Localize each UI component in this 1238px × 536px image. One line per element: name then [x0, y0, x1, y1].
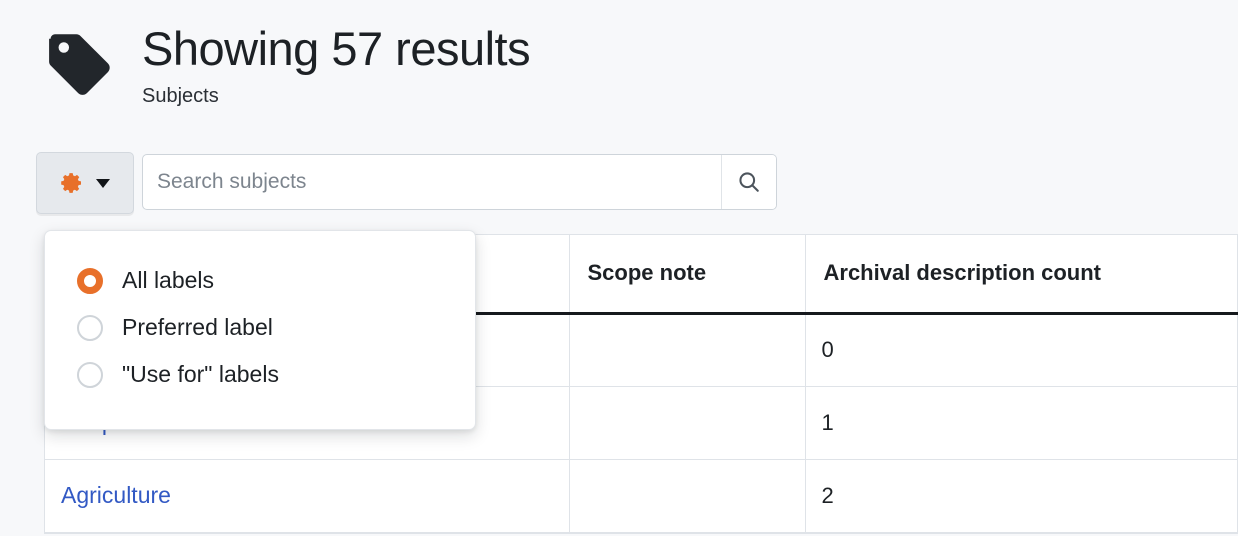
column-header-scope-note[interactable]: Scope note: [569, 235, 806, 315]
cell-archival-description-count: 0: [805, 313, 1238, 387]
search-bar: [36, 152, 777, 214]
dropdown-option-all-labels[interactable]: All labels: [45, 257, 475, 304]
table-header-row: Scope note Archival description count: [45, 235, 1238, 315]
dropdown-option-label: "Use for" labels: [122, 361, 279, 387]
search-options-button[interactable]: [36, 152, 134, 214]
dropdown-option-preferred-label[interactable]: Preferred label: [45, 304, 475, 351]
column-header-archival-description-count[interactable]: Archival description count: [805, 235, 1238, 315]
dropdown-option-label: Preferred label: [122, 314, 273, 340]
cell-scope-note: [569, 386, 806, 460]
search-icon: [739, 172, 759, 192]
cell-scope-note: [569, 459, 806, 533]
dropdown-option-use-for-labels[interactable]: "Use for" labels: [45, 351, 475, 398]
page-subtitle: Subjects: [142, 85, 219, 108]
cell-archival-description-count: 2: [805, 459, 1238, 533]
cell-archival-description-count: 1: [805, 386, 1238, 460]
chevron-down-icon: [96, 178, 110, 188]
page-header: Showing 57 results Subjects: [44, 22, 531, 108]
search-submit-button[interactable]: [721, 155, 776, 209]
table-row: Agriculture 2: [45, 459, 1238, 533]
label-filter-dropdown: All labels Preferred label "Use for" lab…: [44, 230, 476, 430]
cell-scope-note: [569, 313, 806, 387]
dropdown-option-label: All labels: [122, 267, 215, 293]
search-field-group: [142, 154, 777, 210]
tag-icon: [49, 34, 110, 95]
subject-link[interactable]: Agriculture: [61, 482, 171, 508]
search-input[interactable]: [143, 155, 721, 209]
page-title: Showing 57 results: [142, 22, 531, 75]
radio-icon-selected[interactable]: [77, 267, 103, 294]
radio-icon[interactable]: [77, 361, 103, 388]
cell-subject-name: Agriculture: [45, 459, 570, 533]
gear-icon: [61, 173, 81, 193]
radio-icon[interactable]: [77, 314, 103, 341]
